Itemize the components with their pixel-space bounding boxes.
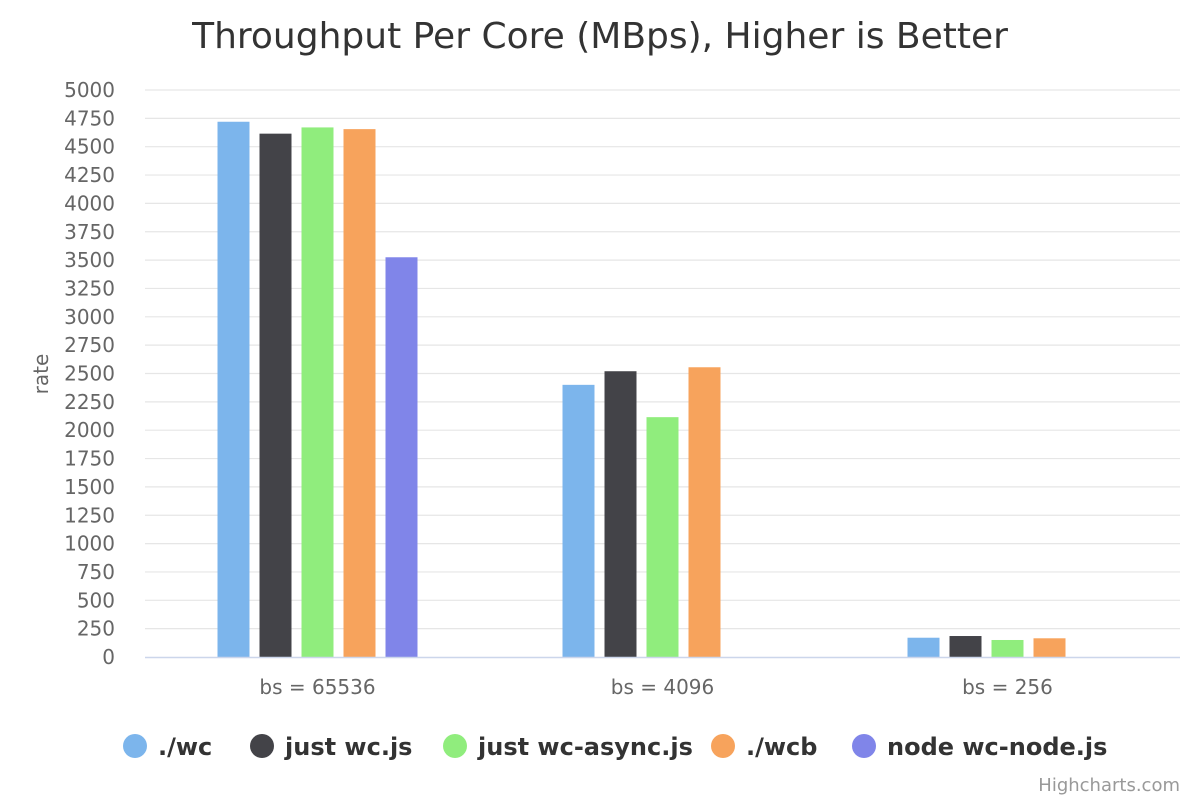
bar-node-wc-node-js-1[interactable] bbox=[385, 257, 418, 657]
y-tick-label: 3750 bbox=[64, 220, 115, 244]
bar-just-wc-async-js-2[interactable] bbox=[646, 417, 679, 657]
x-tick-label: bs = 256 bbox=[962, 675, 1053, 699]
y-tick-label: 4500 bbox=[64, 135, 115, 159]
legend-item[interactable]: ./wcb bbox=[711, 733, 817, 761]
bar-wcb-2[interactable] bbox=[688, 367, 721, 657]
legend-item[interactable]: just wc.js bbox=[250, 733, 412, 761]
legend-label: ./wc bbox=[158, 733, 212, 761]
bar-just-wc-async-js-1[interactable] bbox=[301, 127, 334, 657]
chart-title: Throughput Per Core (MBps), Higher is Be… bbox=[191, 16, 1008, 57]
y-tick-label: 0 bbox=[102, 645, 115, 669]
y-axis-ticks: 0 250 500 750 1000 1250 1500 1750 2000 2250 2500 27… bbox=[64, 78, 115, 669]
legend-item[interactable]: just wc-async.js bbox=[443, 733, 693, 761]
legend-symbol bbox=[852, 734, 876, 758]
bars bbox=[217, 121, 1066, 658]
legend-symbol bbox=[443, 734, 467, 758]
y-tick-label: 1750 bbox=[64, 447, 115, 471]
legend: ./wc just wc.js just wc-async.js ./wcb node … bbox=[123, 733, 1107, 761]
y-tick-label: 4250 bbox=[64, 163, 115, 187]
y-tick-label: 3500 bbox=[64, 248, 115, 272]
y-tick-label: 1250 bbox=[64, 503, 115, 527]
legend-label: node wc-node.js bbox=[887, 733, 1107, 761]
y-tick-label: 1500 bbox=[64, 475, 115, 499]
legend-symbol bbox=[711, 734, 735, 758]
y-tick-label: 2750 bbox=[64, 333, 115, 357]
y-tick-label: 2000 bbox=[64, 418, 115, 442]
bar-wcb-1[interactable] bbox=[343, 129, 376, 658]
legend-symbol bbox=[250, 734, 274, 758]
bar-just-wc-js-2[interactable] bbox=[604, 371, 637, 657]
x-tick-label: bs = 4096 bbox=[611, 675, 715, 699]
y-tick-label: 250 bbox=[77, 617, 115, 641]
y-axis-title: rate bbox=[29, 354, 53, 395]
x-tick-label: bs = 65536 bbox=[259, 675, 375, 699]
bar-wc-2[interactable] bbox=[562, 384, 595, 657]
y-tick-label: 500 bbox=[77, 588, 115, 612]
bar-wc-1[interactable] bbox=[217, 121, 250, 657]
y-tick-label: 4000 bbox=[64, 191, 115, 215]
bar-wc-3[interactable] bbox=[907, 637, 940, 657]
y-tick-label: 2250 bbox=[64, 390, 115, 414]
legend-item[interactable]: node wc-node.js bbox=[852, 733, 1107, 761]
y-tick-label: 1000 bbox=[64, 532, 115, 556]
bar-just-wc-js-3[interactable] bbox=[949, 636, 982, 657]
y-tick-label: 4750 bbox=[64, 106, 115, 130]
x-axis-ticks: bs = 65536 bs = 4096 bs = 256 bbox=[259, 675, 1052, 699]
y-tick-label: 750 bbox=[77, 560, 115, 584]
bar-just-wc-async-js-3[interactable] bbox=[991, 639, 1024, 657]
legend-label: ./wcb bbox=[746, 733, 817, 761]
bar-just-wc-js-1[interactable] bbox=[259, 133, 292, 657]
y-tick-label: 2500 bbox=[64, 362, 115, 386]
bar-wcb-3[interactable] bbox=[1033, 638, 1066, 657]
y-tick-label: 3250 bbox=[64, 276, 115, 300]
legend-item[interactable]: ./wc bbox=[123, 733, 212, 761]
legend-symbol bbox=[123, 734, 147, 758]
credits-link[interactable]: Highcharts.com bbox=[1038, 775, 1180, 796]
y-tick-label: 3000 bbox=[64, 305, 115, 329]
legend-label: just wc-async.js bbox=[477, 733, 693, 761]
y-tick-label: 5000 bbox=[64, 78, 115, 102]
legend-label: just wc.js bbox=[284, 733, 412, 761]
